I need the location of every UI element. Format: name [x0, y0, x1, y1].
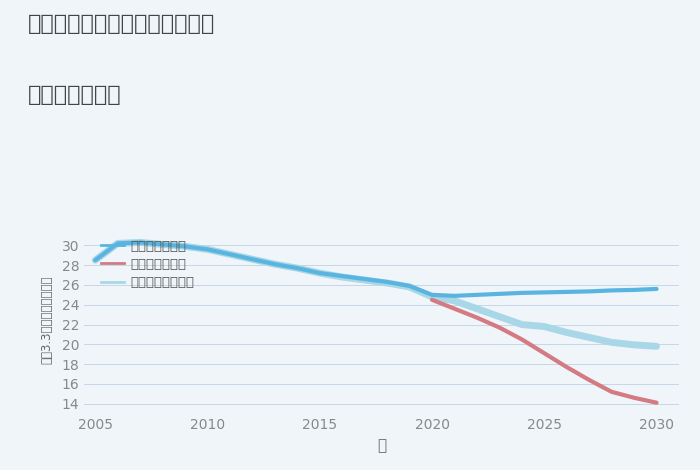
ノーマルシナリオ — [563, 329, 571, 335]
Text: 兵庫県姫路市広畑区西夢前台の: 兵庫県姫路市広畑区西夢前台の — [28, 14, 216, 34]
グッドシナリオ — [630, 287, 638, 293]
ノーマルシナリオ — [652, 344, 661, 349]
グッドシナリオ — [563, 289, 571, 295]
バッドシナリオ — [540, 351, 549, 356]
ノーマルシナリオ — [450, 298, 459, 304]
グッドシナリオ — [225, 251, 234, 257]
グッドシナリオ — [608, 288, 616, 293]
グッドシナリオ — [158, 242, 167, 247]
ノーマルシナリオ — [473, 306, 481, 312]
バッドシナリオ — [473, 315, 481, 321]
Text: 土地の価格推移: 土地の価格推移 — [28, 85, 122, 105]
グッドシナリオ — [316, 270, 324, 276]
ノーマルシナリオ — [338, 274, 346, 280]
ノーマルシナリオ — [158, 242, 167, 247]
Line: グッドシナリオ: グッドシナリオ — [95, 243, 657, 296]
ノーマルシナリオ — [225, 251, 234, 257]
グッドシナリオ — [585, 289, 594, 294]
グッドシナリオ — [383, 279, 391, 285]
グッドシナリオ — [248, 257, 257, 262]
X-axis label: 年: 年 — [377, 438, 386, 453]
グッドシナリオ — [360, 276, 369, 282]
バッドシナリオ — [630, 395, 638, 400]
ノーマルシナリオ — [517, 322, 526, 328]
グッドシナリオ — [517, 290, 526, 296]
グッドシナリオ — [91, 258, 99, 263]
Line: ノーマルシナリオ: ノーマルシナリオ — [95, 243, 657, 346]
ノーマルシナリオ — [428, 294, 436, 300]
ノーマルシナリオ — [271, 261, 279, 267]
バッドシナリオ — [608, 389, 616, 395]
グッドシナリオ — [450, 293, 459, 298]
グッドシナリオ — [473, 292, 481, 298]
グッドシナリオ — [203, 247, 211, 252]
ノーマルシナリオ — [136, 240, 144, 245]
グッドシナリオ — [181, 243, 189, 249]
グッドシナリオ — [652, 286, 661, 292]
Legend: グッドシナリオ, バッドシナリオ, ノーマルシナリオ: グッドシナリオ, バッドシナリオ, ノーマルシナリオ — [97, 236, 199, 293]
バッドシナリオ — [517, 337, 526, 342]
バッドシナリオ — [495, 325, 503, 330]
グッドシナリオ — [405, 283, 414, 289]
ノーマルシナリオ — [405, 284, 414, 290]
ノーマルシナリオ — [293, 266, 302, 271]
ノーマルシナリオ — [248, 257, 257, 262]
グッドシナリオ — [136, 240, 144, 245]
グッドシナリオ — [293, 266, 302, 271]
Line: バッドシナリオ: バッドシナリオ — [432, 300, 657, 403]
バッドシナリオ — [585, 377, 594, 383]
ノーマルシナリオ — [316, 270, 324, 276]
ノーマルシナリオ — [203, 247, 211, 252]
バッドシナリオ — [563, 364, 571, 370]
ノーマルシナリオ — [608, 339, 616, 345]
グッドシナリオ — [338, 273, 346, 279]
バッドシナリオ — [652, 400, 661, 406]
ノーマルシナリオ — [540, 324, 549, 329]
グッドシナリオ — [113, 241, 122, 246]
ノーマルシナリオ — [181, 243, 189, 249]
ノーマルシナリオ — [113, 241, 122, 246]
ノーマルシナリオ — [630, 342, 638, 348]
グッドシナリオ — [540, 290, 549, 295]
グッドシナリオ — [428, 292, 436, 298]
バッドシナリオ — [450, 306, 459, 312]
Y-axis label: 坪（3.3㎡）単価（万円）: 坪（3.3㎡）単価（万円） — [40, 275, 53, 364]
ノーマルシナリオ — [585, 335, 594, 340]
グッドシナリオ — [495, 291, 503, 297]
ノーマルシナリオ — [495, 314, 503, 320]
グッドシナリオ — [271, 261, 279, 267]
ノーマルシナリオ — [383, 280, 391, 286]
バッドシナリオ — [428, 297, 436, 303]
ノーマルシナリオ — [360, 277, 369, 283]
ノーマルシナリオ — [91, 258, 99, 263]
